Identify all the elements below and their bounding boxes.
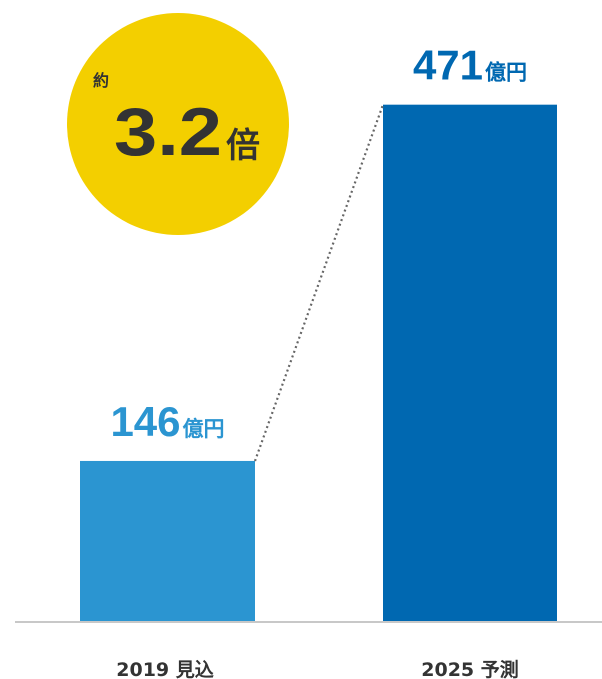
value-label-0: 146億円 xyxy=(110,398,224,445)
growth-connector-line xyxy=(253,104,385,462)
category-labels: 2019 見込 2025 予測 xyxy=(116,658,519,679)
bar-0 xyxy=(80,460,255,621)
badge-suffix: 倍 xyxy=(226,126,260,166)
bars-layer xyxy=(80,104,557,621)
value-label-1: 471億円 xyxy=(413,42,527,89)
value-unit-0: 億円 xyxy=(183,417,225,441)
badge-prefix: 約 xyxy=(93,71,109,90)
category-label-0: 2019 見込 xyxy=(116,659,214,679)
category-label-1: 2025 予測 xyxy=(421,658,519,679)
growth-badge-circle xyxy=(67,13,289,235)
bar-1 xyxy=(383,104,557,621)
growth-badge: 約 3.2 倍 xyxy=(67,13,289,235)
value-unit-1: 億円 xyxy=(485,61,527,85)
badge-multiplier: 3.2 xyxy=(114,94,222,170)
value-number-1: 471 xyxy=(413,42,483,89)
value-number-0: 146 xyxy=(110,398,180,445)
